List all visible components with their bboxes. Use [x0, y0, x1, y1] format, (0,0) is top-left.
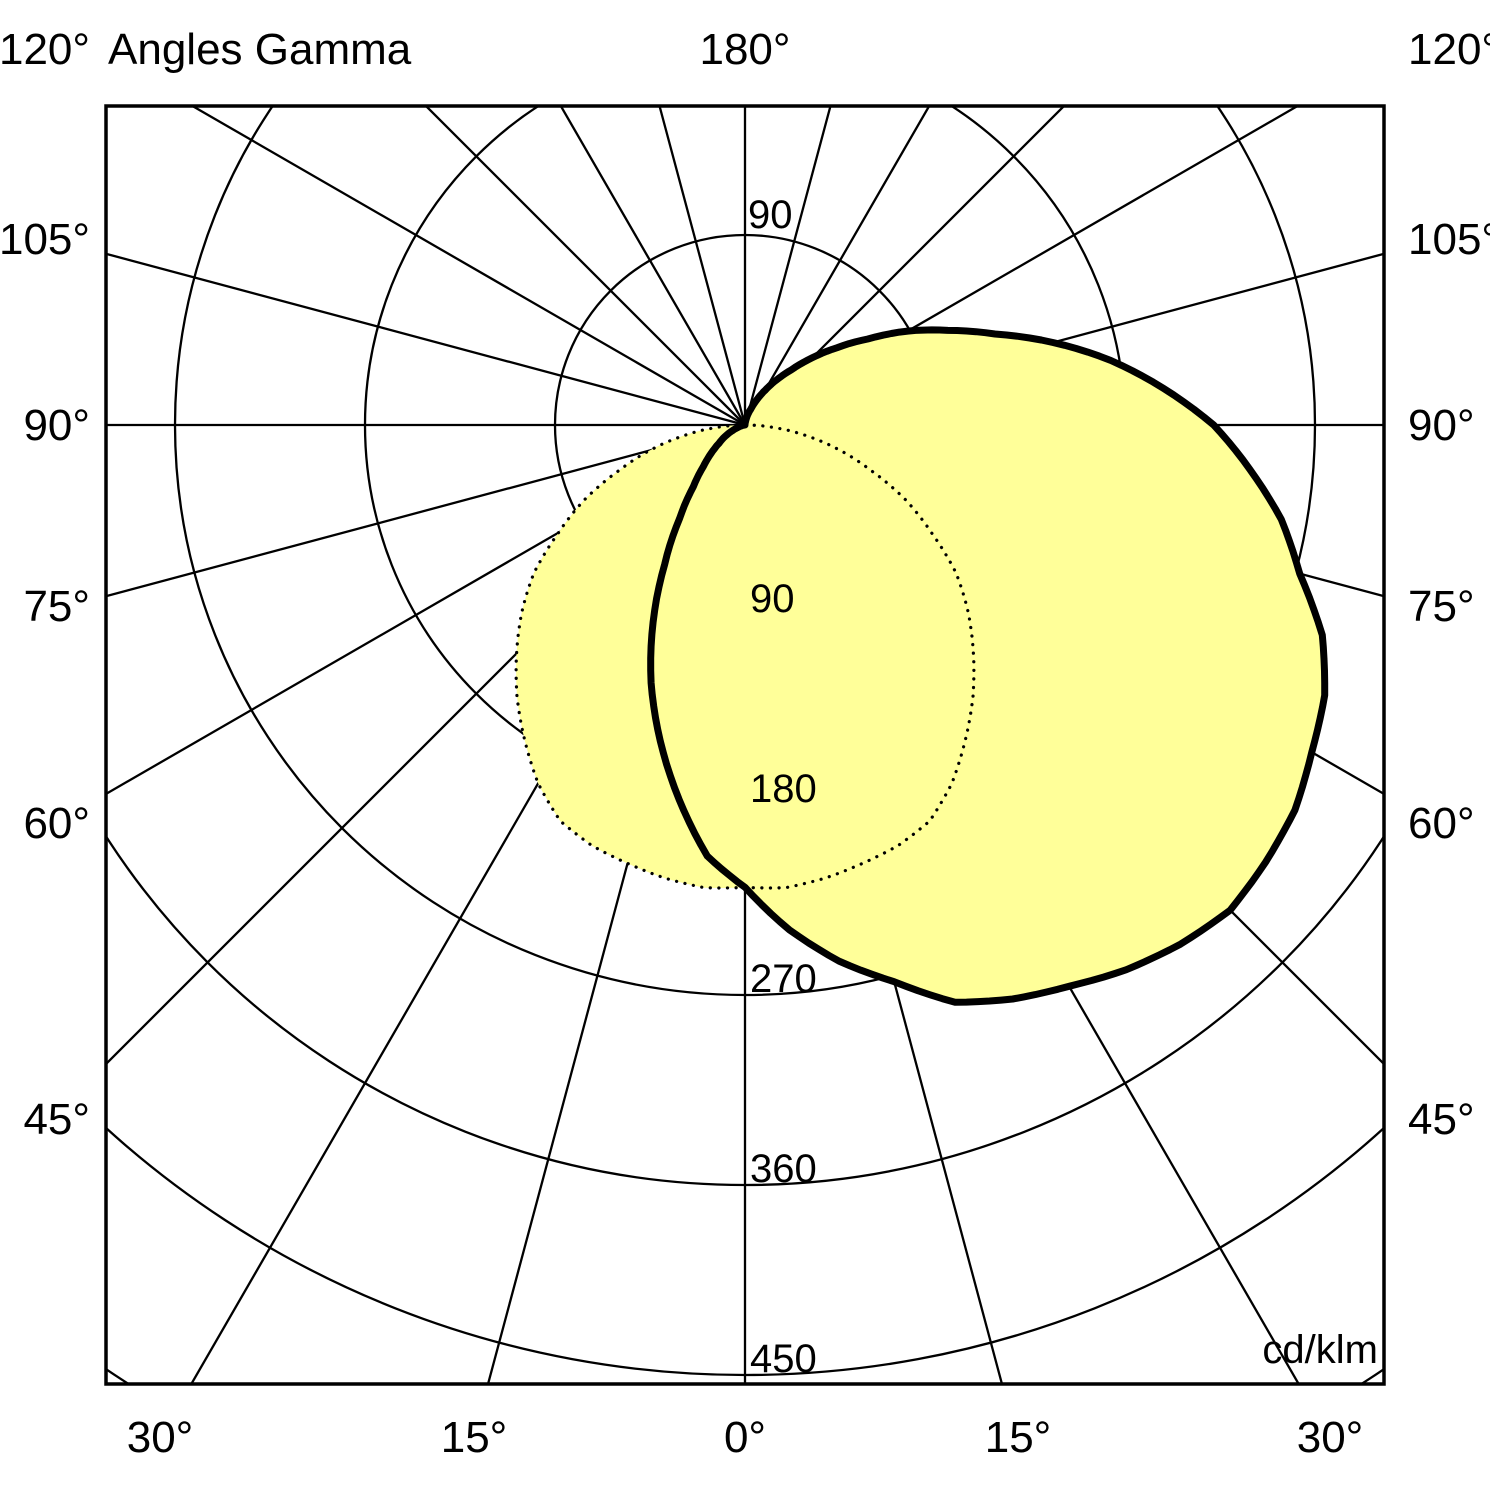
- ring-label-270: 270: [750, 957, 817, 1001]
- gamma-label-right-105: 105°: [1408, 215, 1490, 264]
- ring-label-90: 90: [750, 577, 795, 621]
- gamma-label-left-60: 60°: [23, 799, 90, 848]
- ring-label-450: 450: [750, 1337, 817, 1381]
- gamma-label-left-75: 75°: [23, 582, 90, 631]
- ring-label-180: 180: [750, 767, 817, 811]
- curve-fill-region: [516, 329, 1325, 1003]
- gamma-label-right-90: 90°: [1408, 401, 1475, 450]
- gamma-ray-210: [559, 106, 746, 426]
- gamma-label-bottom-15r: 15°: [985, 1413, 1052, 1462]
- gamma-label-bottom-15l: 15°: [441, 1413, 508, 1462]
- gamma-label-left-45: 45°: [23, 1095, 90, 1144]
- gamma-label-right-60: 60°: [1408, 799, 1475, 848]
- gamma-label-left-90: 90°: [23, 401, 90, 450]
- gamma-label-right-45: 45°: [1408, 1095, 1475, 1144]
- gamma-ray-195: [658, 106, 747, 426]
- gamma-label-bottom-30r: 30°: [1297, 1413, 1364, 1462]
- gamma-ray-120: [744, 106, 1300, 426]
- diagram-title: Angles Gamma: [108, 25, 412, 74]
- gamma-label-bottom-0: 0°: [724, 1413, 766, 1462]
- ring-label-360: 360: [750, 1147, 817, 1191]
- gamma-label-bottom-30l: 30°: [127, 1413, 194, 1462]
- gamma-ray-300: [106, 424, 746, 796]
- gamma-ray-225: [424, 106, 746, 426]
- gamma-ray-255: [106, 252, 746, 427]
- gamma-label-top-180: 180°: [699, 25, 790, 74]
- intensity-ring-450: [106, 1126, 1384, 1376]
- gamma-label-topright-120: 120°: [1408, 25, 1490, 74]
- ring-label-top-90: 90: [748, 193, 793, 237]
- unit-label: cd/klm: [1262, 1328, 1378, 1372]
- intensity-ring-360: [106, 834, 1384, 1186]
- gamma-ray-135: [744, 106, 1066, 426]
- gamma-ray-240: [190, 106, 746, 426]
- gamma-label-left-105: 105°: [0, 215, 90, 264]
- gamma-label-right-75: 75°: [1408, 582, 1475, 631]
- light-distribution-curves: [514, 326, 1329, 1006]
- gamma-ray-165: [743, 106, 832, 426]
- curve-c0-c180-solid: [647, 326, 1329, 1006]
- plot-frame: [104, 104, 1386, 1386]
- gamma-label-topleft-120: 120°: [0, 25, 90, 74]
- intensity-ring-270: [174, 106, 1316, 996]
- gamma-ray-150: [744, 106, 931, 426]
- gamma-ray-285: [106, 423, 746, 598]
